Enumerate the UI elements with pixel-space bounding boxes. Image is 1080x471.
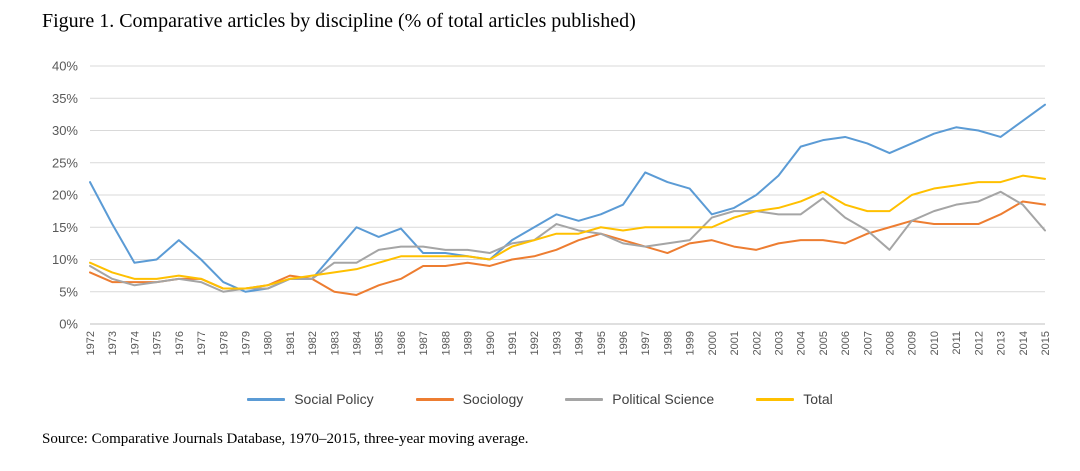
x-axis-label: 2009 [907,331,919,355]
x-axis-label: 1990 [485,331,497,355]
x-axis-label: 1998 [662,331,674,355]
series-line-political-science [89,190,1046,293]
x-axis-label: 1993 [551,331,563,355]
x-axis-label: 1991 [507,331,519,355]
x-axis-label: 1989 [463,331,475,355]
x-axis-label: 1977 [196,331,208,355]
x-axis-label: 2004 [796,331,808,355]
series-line-total [89,174,1046,290]
x-axis-label: 2012 [973,331,985,355]
x-axis-label: 1984 [352,331,364,355]
y-axis-label: 25% [52,155,78,170]
x-axis-label: 1985 [374,331,386,355]
x-axis-label: 2014 [1018,331,1030,355]
x-axis-label: 1976 [174,331,186,355]
legend-item-political-science: Political Science [565,391,714,407]
figure-source-note: Source: Comparative Journals Database, 1… [42,431,529,447]
x-axis-label: 1975 [152,331,164,355]
y-axis-label: 20% [52,188,78,203]
y-axis-label: 30% [52,123,78,138]
legend-line-marker [756,397,795,401]
legend-item-social-policy: Social Policy [247,391,374,407]
x-axis-label: 1983 [329,331,341,355]
series-line-social-policy [89,103,1046,293]
legend-item-total: Total [756,391,833,407]
line-chart: 0% 5% 10% 15% 20% 25% 30% 35% 40% 1972 1973 1974 197… [52,59,1052,356]
x-axis-label: 1999 [685,331,697,355]
x-axis-label: 2000 [707,331,719,355]
x-axis-label: 1982 [307,331,319,355]
x-axis-label: 2015 [1040,331,1052,355]
x-axis-label: 1981 [285,331,297,355]
series-line-sociology [89,200,1046,296]
x-axis-label: 1996 [618,331,630,355]
x-axis-label: 2010 [929,331,941,355]
x-axis-label: 2003 [773,331,785,355]
x-axis-label: 1988 [440,331,452,355]
y-axis-label: 15% [52,220,78,235]
y-axis-label: 40% [52,59,78,74]
legend-label: Sociology [462,391,524,407]
y-axis-label: 0% [59,317,78,332]
y-axis-label: 5% [59,284,78,299]
x-axis-label: 1997 [640,331,652,355]
legend-line-marker [415,397,454,401]
x-axis-label: 2002 [751,331,763,355]
legend-label: Political Science [612,391,715,407]
x-axis-label: 1973 [107,331,119,355]
x-axis-label: 1992 [529,331,541,355]
x-axis-label: 1978 [218,331,230,355]
legend-line-marker [247,397,286,401]
y-axis-label: 10% [52,252,78,267]
x-axis-label: 1986 [396,331,408,355]
x-axis-label: 2011 [951,331,963,355]
x-axis-label: 2006 [840,331,852,355]
x-axis-label: 2008 [885,331,897,355]
legend-label: Total [803,391,833,407]
legend-item-sociology: Sociology [415,391,524,407]
legend-line-marker [565,397,604,401]
x-axis-label: 1974 [129,331,141,355]
chart-legend: Social Policy Sociology Political Science T… [0,391,1080,407]
x-axis-label: 2007 [862,331,874,355]
x-axis-label: 1987 [418,331,430,355]
x-axis-label: 2005 [818,331,830,355]
x-axis-label: 1995 [596,331,608,355]
y-axis-label: 35% [52,91,78,106]
x-axis-label: 2013 [996,331,1008,355]
x-axis-label: 1972 [85,331,97,355]
x-axis-label: 1994 [574,331,586,355]
x-axis-label: 1979 [240,331,252,355]
x-axis-label: 1980 [263,331,275,355]
legend-label: Social Policy [294,391,374,407]
x-axis-label: 2001 [729,331,741,355]
figure-title: Figure 1. Comparative articles by discip… [42,10,636,32]
